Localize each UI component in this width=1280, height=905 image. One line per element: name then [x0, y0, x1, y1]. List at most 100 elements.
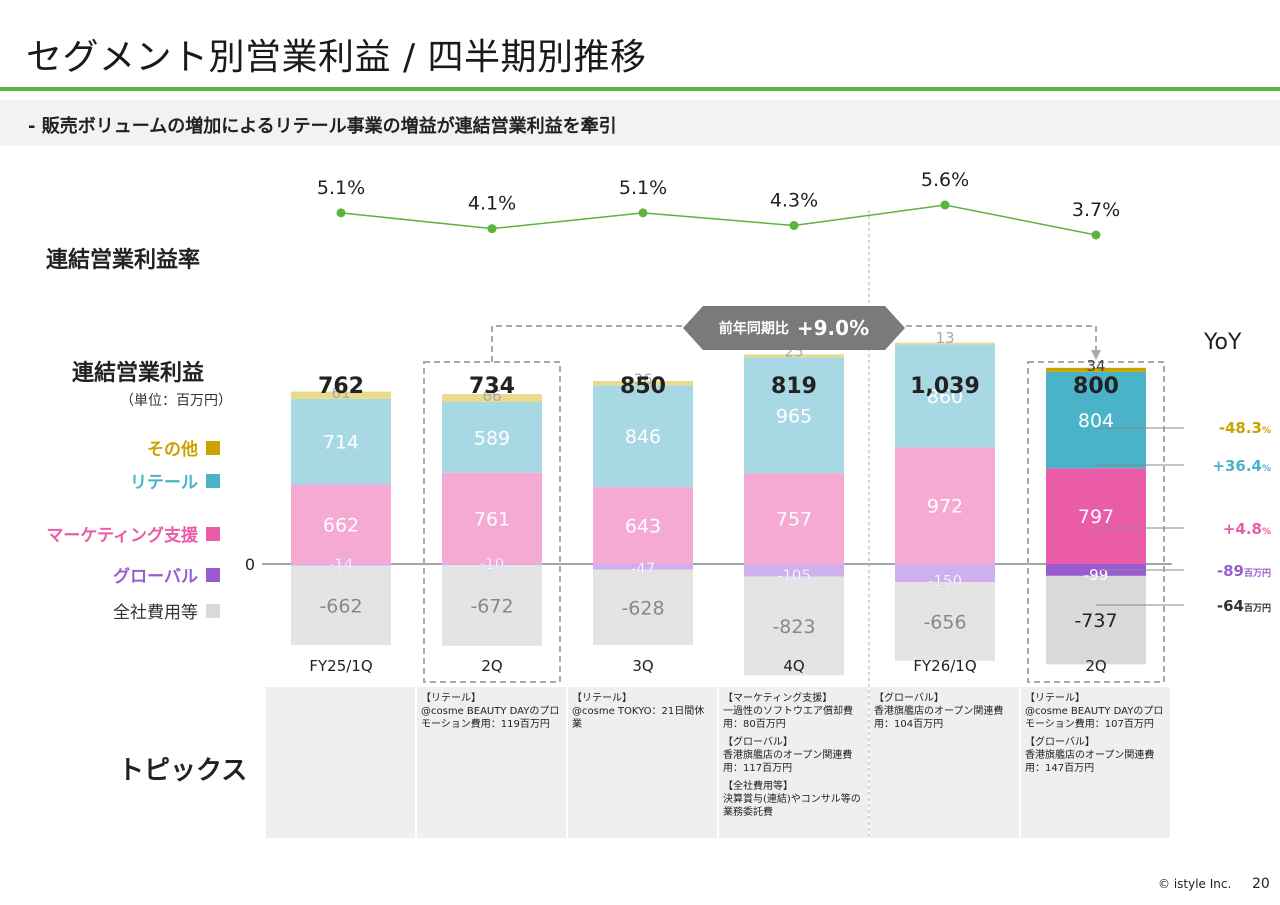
- topic-body: 決算賞与(連結)やコンサル等の業務委託費: [723, 794, 861, 818]
- legend-swatch: [206, 603, 220, 618]
- retail-bar: [744, 357, 844, 474]
- unit-label: （単位：百万円）: [120, 393, 232, 409]
- other-value-label: 13: [935, 329, 954, 347]
- topic-item: 【グローバル】 香港旗艦店のオープン関連費用：117百万円: [723, 736, 864, 775]
- topic-heading: 【グローバル】: [874, 693, 944, 704]
- total-value-label: 819: [771, 374, 817, 399]
- topic-item: 【リテール】 @cosme BEAUTY DAYのプロモーション費用：107百万円: [1025, 692, 1166, 731]
- retail-bar: [291, 398, 391, 485]
- other-value-label: 36: [633, 370, 652, 388]
- legend-item-retail: リテール: [130, 468, 220, 493]
- margin-data-label: 5.1%: [317, 177, 365, 199]
- marketing-value-label: 643: [625, 515, 661, 537]
- category-tick-label: FY25/1Q: [309, 657, 372, 675]
- highlight-box: [1027, 361, 1165, 683]
- global-bar: [291, 564, 391, 566]
- legend-label: マーケティング支援: [46, 526, 198, 546]
- total-value-label: 850: [620, 374, 666, 399]
- retail-value-label: 714: [323, 432, 359, 454]
- topic-body: 香港旗艦店のオープン関連費用：147百万円: [1025, 750, 1155, 774]
- retail-bar: [895, 344, 995, 448]
- corporate-bar: [291, 565, 391, 646]
- corporate-bar: [744, 576, 844, 676]
- global-bar: [593, 564, 693, 570]
- corporate-value-label: -672: [470, 596, 513, 618]
- marketing-bar: [744, 473, 844, 564]
- retail-value-label: 846: [625, 426, 661, 448]
- corporate-bar: [895, 582, 995, 661]
- global-value-label: -105: [777, 567, 811, 585]
- copyright: © istyle Inc.: [1158, 877, 1232, 891]
- topic-body: 香港旗艦店のオープン関連費用：117百万円: [723, 750, 853, 774]
- page-subtitle: - 販売ボリュームの増加によるリテール事業の増益が連結営業利益を牽引: [28, 116, 617, 137]
- retail-bar: [593, 385, 693, 487]
- legend-swatch: [206, 526, 220, 541]
- marketing-value-label: 757: [776, 509, 812, 531]
- subtitle-band: [0, 100, 1280, 146]
- topic-cell: 【リテール】 @cosme BEAUTY DAYのプロモーション費用：107百万円…: [1021, 687, 1170, 838]
- marketing-bar: [442, 472, 542, 564]
- corporate-value-label: -656: [923, 611, 966, 633]
- yoy-value-global: -89百万円: [1216, 562, 1271, 580]
- corporate-bar: [593, 569, 693, 645]
- legend-label: リテール: [130, 473, 198, 493]
- retail-bar: [1046, 371, 1146, 469]
- topic-heading: 【リテール】: [572, 693, 632, 704]
- topic-body: @cosme BEAUTY DAYのプロモーション費用：119百万円: [421, 706, 560, 730]
- total-value-label: 734: [469, 374, 515, 399]
- yoy-header: YoY: [1204, 330, 1242, 355]
- other-bar: [442, 394, 542, 402]
- margin-data-label: 4.1%: [468, 193, 516, 215]
- global-bar: [442, 564, 542, 566]
- legend-label: グローバル: [113, 567, 198, 587]
- margin-point: [940, 200, 950, 210]
- yoy-value-corporate: -64百万円: [1216, 597, 1271, 615]
- category-tick-label: 2Q: [1085, 657, 1106, 675]
- legend-swatch: [206, 473, 220, 488]
- topics-row-label: トピックス: [118, 756, 248, 786]
- topic-heading: 【リテール】: [421, 693, 481, 704]
- corporate-value-label: -737: [1074, 610, 1117, 632]
- yoy-badge: 前年同期比 +9.0%: [683, 306, 905, 350]
- global-bar: [744, 564, 844, 577]
- total-value-label: 762: [318, 374, 364, 399]
- margin-point: [638, 208, 648, 218]
- title-divider: [0, 87, 1280, 91]
- global-value-label: -150: [928, 572, 962, 590]
- category-tick-label: 2Q: [481, 657, 502, 675]
- yoy-badge-value: +9.0%: [796, 316, 870, 340]
- topic-item: 【グローバル】 香港旗艦店のオープン関連費用：147百万円: [1025, 736, 1166, 775]
- zero-label: 0: [245, 555, 255, 574]
- retail-value-label: 860: [927, 386, 963, 408]
- margin-point: [336, 208, 346, 218]
- legend-item-other: その他: [147, 435, 220, 460]
- topic-cell: [266, 687, 415, 838]
- margin-point: [487, 224, 497, 234]
- margin-line: [340, 204, 1097, 236]
- total-value-label: 1,039: [910, 374, 980, 399]
- total-value-label: 800: [1073, 374, 1119, 399]
- margin-data-label: 5.6%: [921, 169, 969, 191]
- highlight-box: [423, 361, 561, 683]
- marketing-value-label: 761: [474, 508, 510, 530]
- topic-item: 【全社費用等】 決算賞与(連結)やコンサル等の業務委託費: [723, 780, 864, 819]
- margin-point: [789, 221, 799, 231]
- global-value-label: -14: [329, 556, 354, 574]
- yoy-connector: [491, 325, 1097, 362]
- topic-body: @cosme BEAUTY DAYのプロモーション費用：107百万円: [1025, 706, 1164, 730]
- topic-cell: 【リテール】 @cosme TOKYO：21日間休業: [568, 687, 717, 838]
- topic-item: 【リテール】 @cosme TOKYO：21日間休業: [572, 692, 713, 731]
- retail-value-label: 589: [474, 427, 510, 449]
- margin-point: [1091, 230, 1101, 240]
- retail-bar: [442, 402, 542, 473]
- topic-heading: 【マーケティング支援】: [723, 693, 833, 704]
- topic-body: 香港旗艦店のオープン関連費用：104百万円: [874, 706, 1004, 730]
- margin-data-label: 3.7%: [1072, 199, 1120, 221]
- other-bar: [744, 354, 844, 358]
- other-value-label: 34: [1086, 357, 1105, 375]
- legend-swatch: [206, 440, 220, 455]
- marketing-bar: [291, 484, 391, 564]
- marketing-bar: [895, 447, 995, 564]
- category-tick-label: FY26/1Q: [913, 657, 976, 675]
